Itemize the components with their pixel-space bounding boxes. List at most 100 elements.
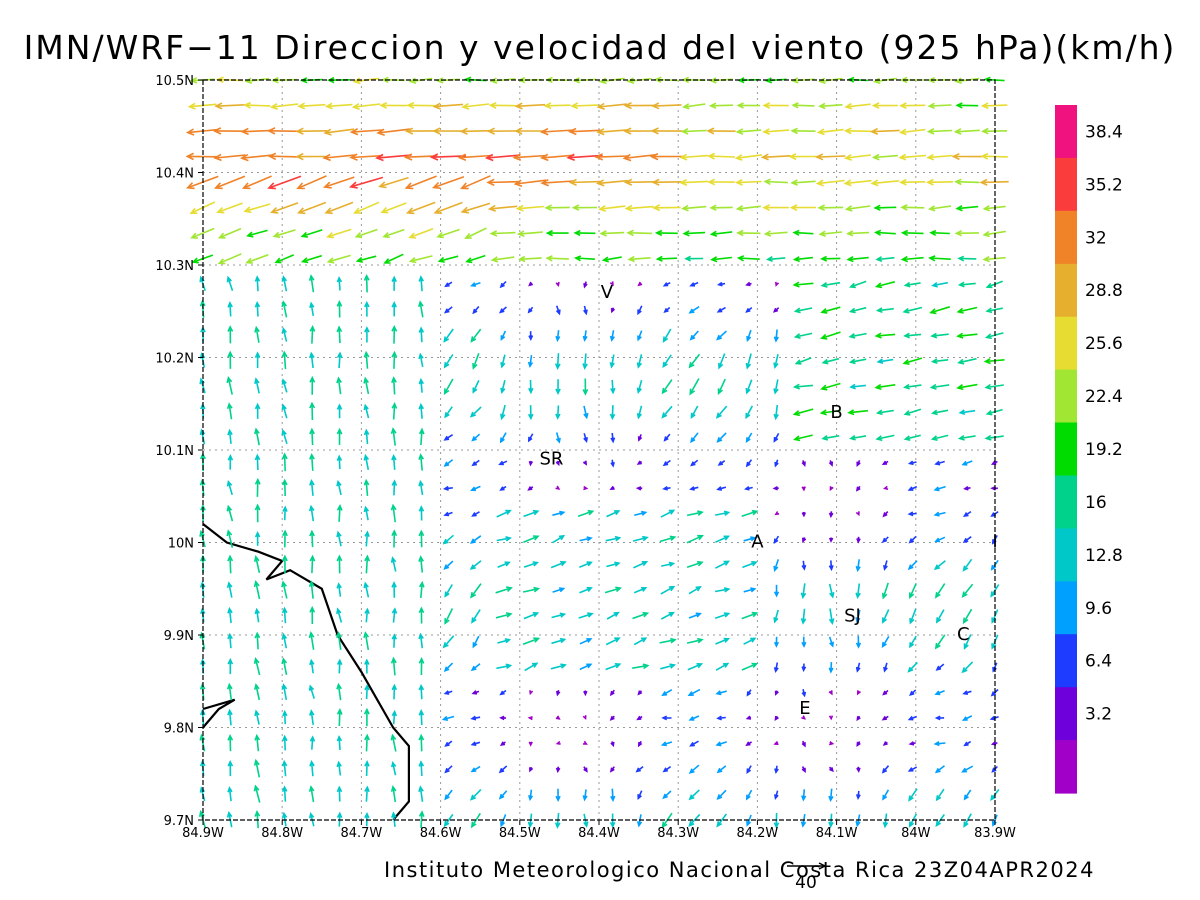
wind-arrow bbox=[881, 536, 889, 543]
wind-arrow bbox=[929, 229, 950, 237]
wind-arrow bbox=[791, 77, 815, 84]
wind-arrow bbox=[364, 300, 370, 317]
wind-arrow bbox=[828, 560, 834, 572]
wind-arrow bbox=[243, 101, 271, 109]
wind-arrow bbox=[659, 637, 677, 644]
wind-arrow bbox=[470, 741, 481, 746]
wind-arrow bbox=[578, 612, 594, 619]
wind-arrow bbox=[828, 715, 834, 721]
wind-arrow bbox=[349, 153, 383, 161]
wind-arrow bbox=[217, 253, 242, 265]
lon-tick-label: 84.3W bbox=[657, 826, 699, 841]
wind-arrow bbox=[267, 152, 301, 161]
wind-arrow bbox=[954, 229, 979, 237]
wind-arrow bbox=[649, 152, 683, 161]
wind-arrow bbox=[709, 204, 733, 211]
wind-arrow bbox=[390, 785, 397, 803]
wind-arrow bbox=[765, 256, 786, 262]
wind-arrow bbox=[444, 584, 453, 598]
wind-arrow bbox=[954, 77, 980, 85]
wind-arrow bbox=[802, 537, 807, 543]
wind-arrow bbox=[471, 690, 480, 695]
wind-arrow bbox=[352, 77, 380, 85]
wind-arrow bbox=[254, 607, 260, 623]
wind-arrow bbox=[379, 101, 408, 109]
wind-arrow bbox=[953, 128, 980, 135]
wind-arrow bbox=[469, 560, 482, 570]
wind-arrow bbox=[540, 178, 574, 187]
wind-arrow bbox=[523, 612, 540, 620]
wind-arrow bbox=[651, 178, 682, 186]
wind-arrow bbox=[418, 709, 425, 726]
wind-arrow bbox=[762, 102, 789, 109]
wind-arrow bbox=[934, 689, 945, 696]
wind-arrow bbox=[855, 485, 861, 492]
wind-arrow bbox=[391, 402, 398, 420]
wind-arrow bbox=[774, 765, 779, 775]
wind-arrow bbox=[539, 127, 575, 136]
wind-arrow bbox=[828, 741, 835, 746]
wind-arrow bbox=[442, 534, 455, 545]
wind-arrow bbox=[680, 127, 707, 135]
wind-arrow bbox=[555, 740, 561, 745]
wind-arrow bbox=[465, 254, 486, 264]
wind-arrow bbox=[226, 402, 233, 420]
wind-arrow bbox=[745, 379, 753, 395]
wind-arrow bbox=[583, 281, 588, 289]
wind-arrow bbox=[828, 608, 835, 626]
wind-arrow bbox=[442, 635, 455, 649]
wind-arrow bbox=[470, 583, 482, 599]
wind-arrow bbox=[471, 459, 480, 467]
wind-arrow bbox=[418, 760, 425, 776]
wind-arrow bbox=[925, 178, 954, 186]
wind-arrow bbox=[743, 536, 757, 542]
wind-arrow bbox=[226, 529, 234, 548]
wind-arrow bbox=[281, 632, 288, 649]
wind-arrow bbox=[801, 560, 807, 571]
wind-arrow bbox=[555, 460, 560, 467]
wind-arrow bbox=[792, 281, 814, 288]
wind-arrow bbox=[443, 662, 454, 673]
wind-arrow bbox=[707, 178, 735, 186]
wind-arrow bbox=[684, 255, 704, 262]
wind-arrow bbox=[441, 715, 455, 721]
wind-arrow bbox=[227, 428, 233, 444]
wind-arrow bbox=[773, 329, 779, 343]
wind-arrow bbox=[512, 153, 548, 161]
wind-arrow bbox=[457, 153, 493, 161]
wind-arrow bbox=[582, 789, 588, 802]
wind-arrow bbox=[632, 535, 649, 542]
wind-arrow bbox=[789, 204, 817, 212]
wind-arrow bbox=[391, 633, 398, 648]
wind-arrow bbox=[281, 403, 288, 419]
wind-arrow bbox=[555, 715, 561, 720]
wind-arrow bbox=[528, 741, 533, 747]
wind-arrow bbox=[637, 690, 643, 696]
wind-arrow bbox=[324, 102, 353, 110]
wind-arrow bbox=[882, 689, 889, 696]
wind-arrow bbox=[883, 662, 888, 673]
wind-arrow bbox=[907, 715, 917, 721]
colorbar-label: 12.8 bbox=[1085, 546, 1123, 566]
wind-arrow bbox=[364, 530, 370, 547]
wind-arrow bbox=[626, 229, 652, 237]
wind-arrow bbox=[963, 485, 971, 491]
wind-arrow bbox=[185, 152, 219, 161]
wind-arrow bbox=[855, 609, 861, 624]
wind-arrow bbox=[763, 178, 788, 186]
wind-arrow bbox=[774, 459, 779, 468]
wind-arrow bbox=[929, 383, 950, 390]
wind-arrow bbox=[626, 77, 652, 85]
lon-tick-label: 84.6W bbox=[420, 826, 462, 841]
colorbar-label: 16 bbox=[1085, 493, 1107, 513]
wind-arrow bbox=[899, 178, 926, 186]
wind-arrow bbox=[227, 708, 233, 726]
colorbar-label: 35.2 bbox=[1085, 175, 1123, 195]
wind-arrow bbox=[716, 789, 727, 801]
wind-arrow bbox=[927, 102, 952, 110]
wind-arrow bbox=[470, 663, 481, 672]
wind-arrow bbox=[792, 383, 813, 390]
wind-arrow bbox=[661, 379, 673, 395]
wind-arrow bbox=[391, 709, 398, 725]
wind-arrow bbox=[848, 358, 867, 365]
